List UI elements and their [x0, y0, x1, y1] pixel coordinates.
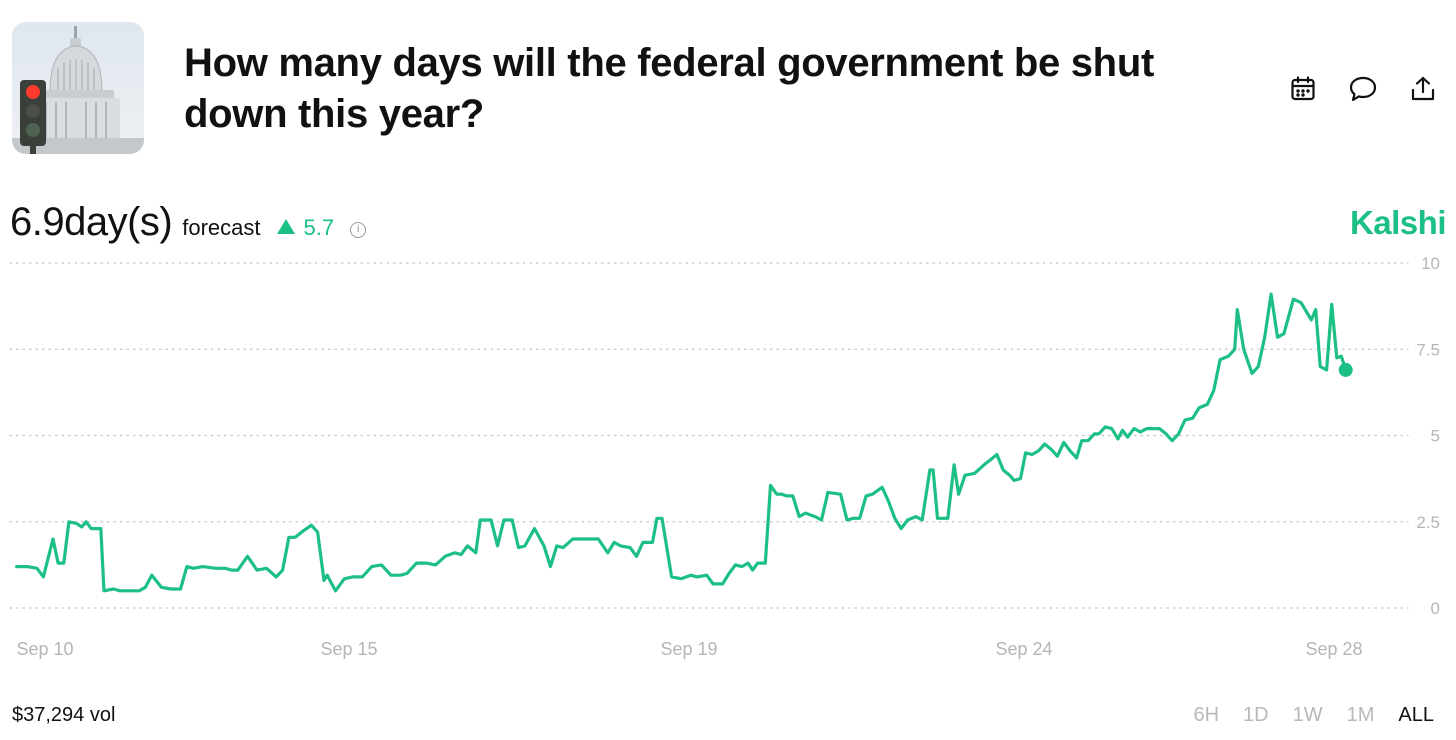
forecast-change: 5.7 — [276, 214, 335, 241]
market-title: How many days will the federal governmen… — [184, 41, 1154, 136]
forecast-value: 6.9day(s) — [10, 200, 173, 244]
up-arrow-icon — [276, 219, 295, 234]
calendar-icon[interactable] — [1286, 72, 1320, 106]
capitol-image — [12, 22, 144, 154]
market-thumbnail — [12, 22, 144, 154]
forecast-label: forecast — [182, 215, 261, 240]
range-1w-button[interactable]: 1W — [1292, 704, 1323, 726]
y-tick-label: 5 — [1431, 427, 1440, 446]
comment-icon[interactable] — [1346, 72, 1380, 106]
share-icon[interactable] — [1406, 72, 1440, 106]
x-tick-label: Sep 10 — [16, 639, 73, 659]
action-bar — [1286, 72, 1440, 106]
info-icon[interactable]: i — [350, 221, 367, 238]
series-line — [15, 292, 1348, 593]
brand-logo: Kalshi — [1349, 204, 1447, 241]
current-value-marker — [1338, 362, 1353, 377]
y-tick-label: 10 — [1421, 254, 1440, 273]
y-tick-label: 0 — [1431, 599, 1440, 618]
forecast-headline: 6.9day(s) forecast 5.7 i — [10, 200, 367, 245]
x-tick-label: Sep 24 — [995, 639, 1052, 659]
range-all-button[interactable]: ALL — [1398, 704, 1434, 726]
time-range-selector: 6H 1D 1W 1M ALL — [1193, 704, 1434, 727]
forecast-change-value: 5.7 — [303, 214, 335, 240]
x-tick-label: Sep 15 — [320, 639, 377, 659]
x-tick-label: Sep 19 — [660, 639, 717, 659]
x-tick-label: Sep 28 — [1305, 639, 1362, 659]
range-1m-button[interactable]: 1M — [1346, 704, 1375, 726]
y-tick-label: 7.5 — [1416, 340, 1440, 359]
volume-label: $37,294 vol — [12, 704, 116, 726]
forecast-line-chart: 0 2.5 5 7.5 10 Sep 10 Sep 15 Sep 19 Sep 24 Sep 28 — [9, 254, 1440, 659]
range-6h-button[interactable]: 6H — [1193, 704, 1220, 726]
y-tick-label: 2.5 — [1416, 513, 1440, 532]
range-1d-button[interactable]: 1D — [1243, 704, 1269, 726]
